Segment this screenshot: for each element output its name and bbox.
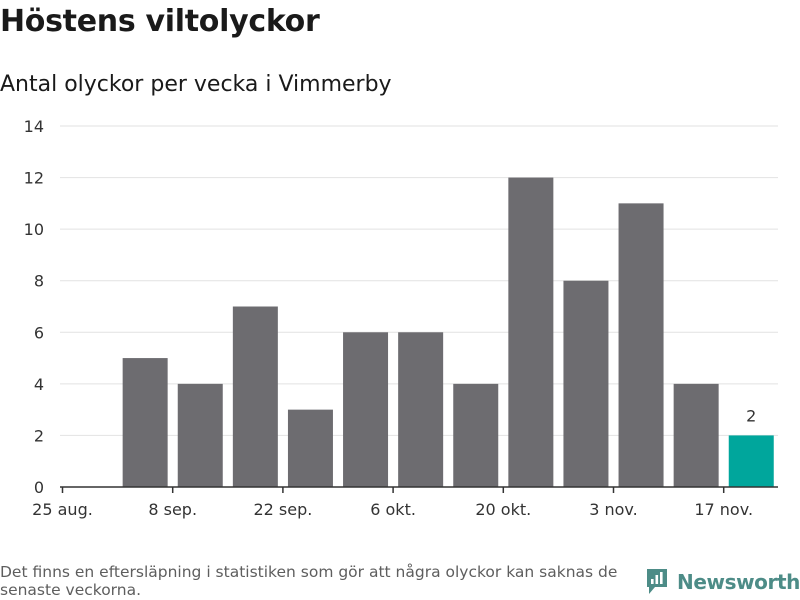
x-tick-label: 8 sep. xyxy=(148,500,197,519)
y-tick-label: 8 xyxy=(34,272,44,291)
x-tick-label: 22 sep. xyxy=(253,500,312,519)
x-tick-label: 25 aug. xyxy=(32,500,93,519)
y-tick-label: 2 xyxy=(34,426,44,445)
chart-title: Höstens viltolyckor xyxy=(0,4,320,39)
y-tick-label: 0 xyxy=(34,478,44,497)
bar xyxy=(287,409,333,487)
y-tick-label: 4 xyxy=(34,375,44,394)
bar xyxy=(398,332,444,487)
bar xyxy=(508,177,554,488)
bar-chart: 0 2 4 6 8 10 12 14 2 25 aug. 8 sep. 22 sep. 6 okt. 20… xyxy=(24,117,778,519)
bar xyxy=(728,435,774,487)
y-tick-label: 6 xyxy=(34,323,44,342)
brand-name: Newsworthy xyxy=(677,570,800,594)
newsworthy-logo-icon xyxy=(647,569,667,594)
footnote: Det finns en eftersläpning i statistiken… xyxy=(0,563,618,599)
bar xyxy=(453,383,499,487)
x-tick-label: 17 nov. xyxy=(694,500,753,519)
bar xyxy=(563,280,609,487)
bar xyxy=(618,203,664,487)
bar xyxy=(343,332,389,487)
chart-subtitle: Antal olyckor per vecka i Vimmerby xyxy=(0,72,392,97)
bar xyxy=(232,306,278,487)
bar xyxy=(177,383,223,487)
bar xyxy=(673,383,719,487)
data-label: 2 xyxy=(746,406,756,425)
y-tick-label: 14 xyxy=(24,117,44,136)
bar xyxy=(122,358,168,487)
x-tick-label: 20 okt. xyxy=(475,500,531,519)
brand-logo: Newsworthy xyxy=(645,567,800,597)
y-tick-label: 10 xyxy=(24,220,44,239)
x-tick-label: 3 nov. xyxy=(589,500,638,519)
x-tick-label: 6 okt. xyxy=(370,500,416,519)
y-tick-label: 12 xyxy=(24,169,44,188)
